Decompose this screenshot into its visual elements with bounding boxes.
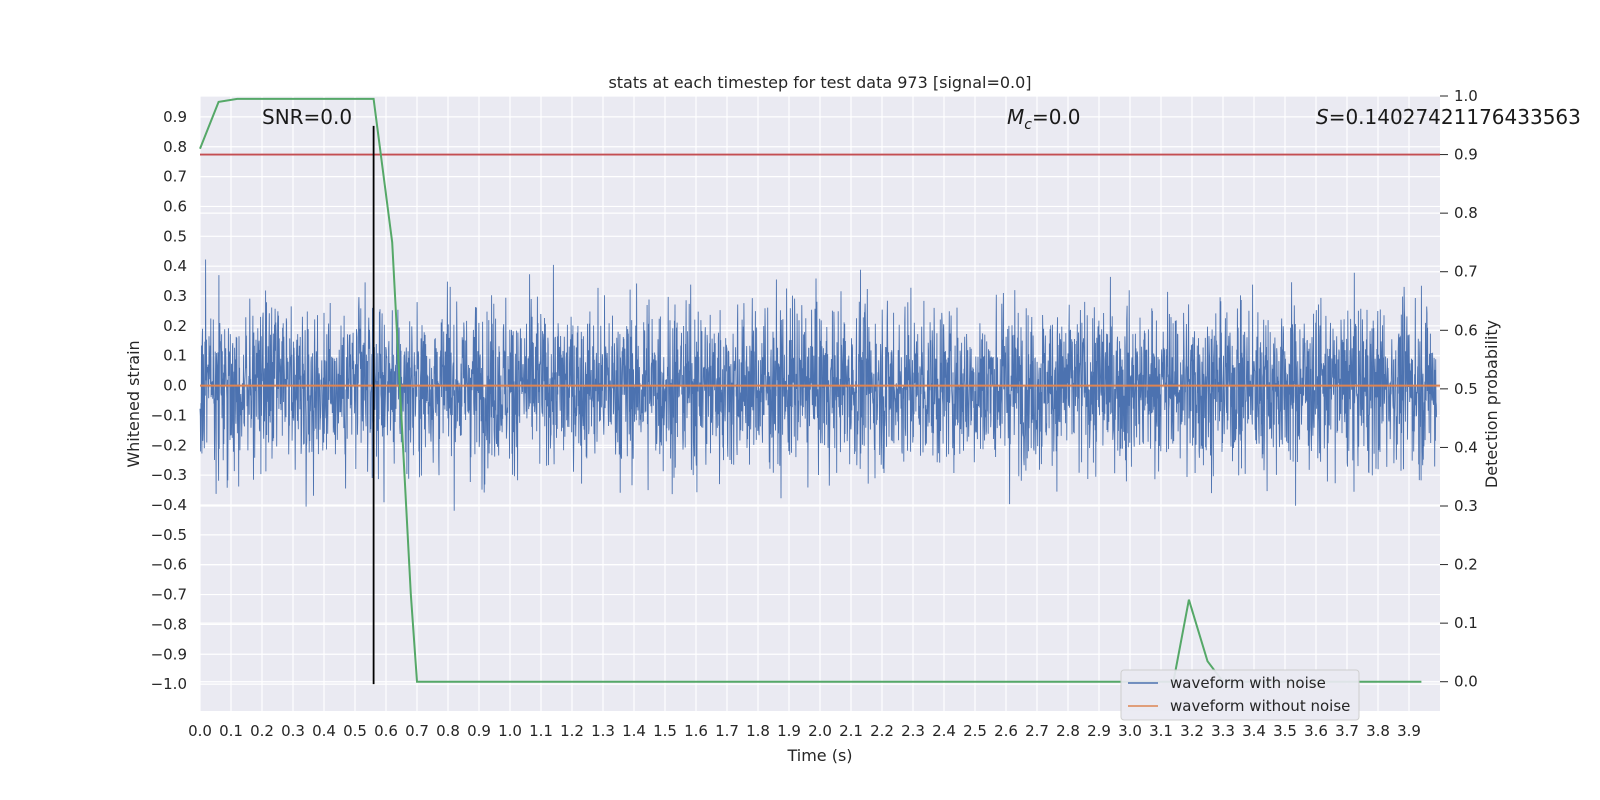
y2-tick-label: 1.0 xyxy=(1454,87,1478,105)
x-tick-label: 1.8 xyxy=(746,722,770,740)
x-tick-label: 1.6 xyxy=(684,722,708,740)
x-tick-label: 3.6 xyxy=(1304,722,1328,740)
y-tick-label: −0.4 xyxy=(151,496,187,514)
y-tick-label: 0.6 xyxy=(163,197,187,215)
y2-tick-label: 0.5 xyxy=(1454,380,1478,398)
y-tick-label: −0.1 xyxy=(151,406,187,424)
overlay-lines xyxy=(199,97,1440,685)
x-tick-label: 2.6 xyxy=(994,722,1018,740)
y-tick-label: 0.5 xyxy=(163,227,187,245)
x-ticks: 0.0 0.1 0.2 0.3 0.4 0.5 0.6 0.7 0.8 0.9 1.0 1.1 1.2 1… xyxy=(188,722,1421,740)
x-tick-label: 1.1 xyxy=(529,722,553,740)
y-tick-label: −0.6 xyxy=(151,556,187,574)
x-tick-label: 1.9 xyxy=(777,722,801,740)
legend-box xyxy=(1120,669,1360,721)
chirp-mass-annotation: Mc=0.0 xyxy=(1007,105,1081,133)
x-tick-label: 1.0 xyxy=(498,722,522,740)
y-tick-label: −0.7 xyxy=(151,586,187,604)
y-tick-label: 0.1 xyxy=(163,347,187,365)
y-tick-label: −0.8 xyxy=(151,615,187,633)
y-tick-label: 0.4 xyxy=(163,257,187,275)
y2-tick-label: 0.4 xyxy=(1454,438,1478,456)
x-tick-label: 0.7 xyxy=(405,722,429,740)
x-tick-label: 2.4 xyxy=(932,722,956,740)
y2-tick-label: 0.6 xyxy=(1454,321,1478,339)
x-tick-label: 0.4 xyxy=(312,722,336,740)
mc-subscript: c xyxy=(1024,117,1032,133)
x-tick-label: 2.8 xyxy=(1056,722,1080,740)
x-tick-label: 1.2 xyxy=(560,722,584,740)
x-tick-label: 3.0 xyxy=(1118,722,1142,740)
y-tick-label: 0.7 xyxy=(163,168,187,186)
noisy-waveform-line xyxy=(199,259,1438,511)
x-tick-label: 1.7 xyxy=(715,722,739,740)
legend-entry-noise: waveform with noise xyxy=(1170,674,1326,692)
mc-symbol: M xyxy=(1007,105,1024,129)
x-tick-label: 3.1 xyxy=(1149,722,1173,740)
y2-tick-label: 0.9 xyxy=(1454,146,1478,164)
x-tick-label: 2.3 xyxy=(901,722,925,740)
y2-tick-label: 0.0 xyxy=(1454,673,1478,691)
y2-tick-label: 0.3 xyxy=(1454,497,1478,515)
x-tick-label: 3.2 xyxy=(1180,722,1204,740)
legend-entry-clean: waveform without noise xyxy=(1170,697,1350,715)
x-tick-label: 0.9 xyxy=(467,722,491,740)
y-axis-label: Whitened strain xyxy=(124,340,143,467)
chart-title: stats at each timestep for test data 973… xyxy=(608,73,1031,92)
y2-ticks: 1.0 0.9 0.8 0.7 0.6 0.5 0.4 0.3 0.2 0.1 0.0 xyxy=(1440,87,1478,691)
x-tick-label: 3.9 xyxy=(1397,722,1421,740)
x-tick-label: 0.1 xyxy=(219,722,243,740)
y2-tick-label: 0.2 xyxy=(1454,556,1478,574)
x-tick-label: 3.4 xyxy=(1242,722,1266,740)
x-tick-label: 0.0 xyxy=(188,722,212,740)
x-tick-label: 1.4 xyxy=(622,722,646,740)
mc-value: =0.0 xyxy=(1032,105,1081,129)
x-tick-label: 0.5 xyxy=(343,722,367,740)
y-tick-label: 0.8 xyxy=(163,138,187,156)
s-annotation: S=0.14027421176433563 xyxy=(1316,105,1581,129)
x-tick-label: 2.9 xyxy=(1087,722,1111,740)
y-tick-label: 0.3 xyxy=(163,287,187,305)
x-tick-label: 2.5 xyxy=(963,722,987,740)
x-tick-label: 2.1 xyxy=(839,722,863,740)
y-tick-label: −0.2 xyxy=(151,436,187,454)
x-tick-label: 0.6 xyxy=(374,722,398,740)
y2-axis-label: Detection probability xyxy=(1482,320,1501,488)
y-tick-label: −0.5 xyxy=(151,526,187,544)
x-tick-label: 1.5 xyxy=(653,722,677,740)
x-tick-label: 3.8 xyxy=(1366,722,1390,740)
y2-tick-label: 0.1 xyxy=(1454,614,1478,632)
y2-tick-label: 0.7 xyxy=(1454,263,1478,281)
y-ticks: 0.9 0.8 0.7 0.6 0.5 0.4 0.3 0.2 0.1 0.0 −0.1 −0.2 −0… xyxy=(151,108,187,693)
y-tick-label: 0.0 xyxy=(163,377,187,395)
y-tick-label: −0.3 xyxy=(151,466,187,484)
y2-tick-label: 0.8 xyxy=(1454,204,1478,222)
noisy-waveform-series xyxy=(199,259,1438,511)
x-tick-label: 0.8 xyxy=(436,722,460,740)
x-tick-label: 3.3 xyxy=(1211,722,1235,740)
y-tick-label: −1.0 xyxy=(151,675,187,693)
x-tick-label: 0.2 xyxy=(250,722,274,740)
y-tick-label: 0.2 xyxy=(163,317,187,335)
x-tick-label: 2.0 xyxy=(808,722,832,740)
x-tick-label: 3.5 xyxy=(1273,722,1297,740)
x-tick-label: 0.3 xyxy=(281,722,305,740)
x-tick-label: 2.2 xyxy=(870,722,894,740)
detection-probability-line xyxy=(199,97,1422,683)
y-tick-label: −0.9 xyxy=(151,645,187,663)
x-tick-label: 1.3 xyxy=(591,722,615,740)
legend: waveform with noise waveform without noi… xyxy=(1120,669,1360,721)
s-symbol: S xyxy=(1316,105,1329,129)
snr-annotation: SNR=0.0 xyxy=(262,105,352,129)
x-axis-label: Time (s) xyxy=(786,746,852,765)
x-tick-label: 3.7 xyxy=(1335,722,1359,740)
x-tick-label: 2.7 xyxy=(1025,722,1049,740)
y-tick-label: 0.9 xyxy=(163,108,187,126)
s-value: =0.14027421176433563 xyxy=(1329,105,1581,129)
